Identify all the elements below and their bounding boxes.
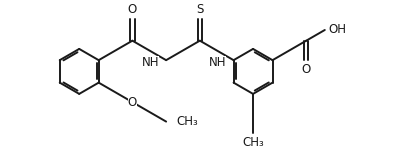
Text: NH: NH bbox=[141, 56, 159, 69]
Text: O: O bbox=[302, 64, 311, 76]
Text: O: O bbox=[128, 96, 137, 109]
Text: O: O bbox=[128, 3, 137, 16]
Text: CH₃: CH₃ bbox=[177, 115, 198, 128]
Text: CH₃: CH₃ bbox=[242, 136, 264, 149]
Text: NH: NH bbox=[209, 56, 226, 69]
Text: OH: OH bbox=[328, 23, 346, 36]
Text: S: S bbox=[196, 3, 204, 16]
